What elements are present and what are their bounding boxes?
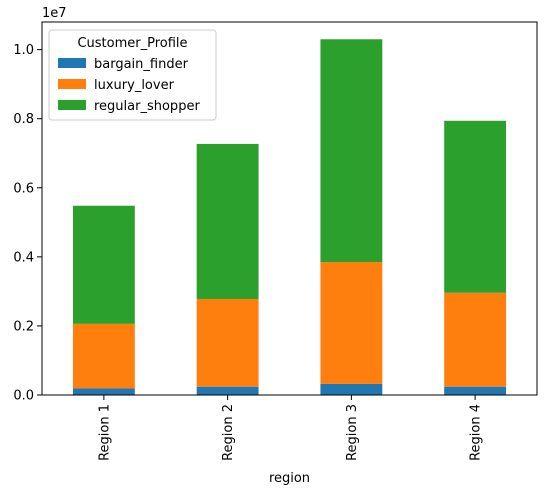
legend-box bbox=[48, 29, 217, 121]
y-tick-label: 0.4 bbox=[13, 250, 34, 265]
x-tick-label: Region 2 bbox=[221, 404, 236, 461]
bar-bargain_finder-3 bbox=[320, 383, 383, 395]
x-tick-label: Region 3 bbox=[345, 404, 360, 461]
x-tick-label: Region 1 bbox=[97, 404, 112, 461]
bars-layer bbox=[72, 39, 507, 395]
legend-swatch-regular_shopper bbox=[58, 100, 86, 110]
bar-luxury_lover-3 bbox=[320, 262, 383, 384]
bar-regular_shopper-2 bbox=[196, 143, 259, 299]
bar-luxury_lover-2 bbox=[196, 298, 259, 387]
bar-bargain_finder-1 bbox=[72, 388, 135, 395]
y-offset-label: 1e7 bbox=[42, 6, 67, 21]
legend-swatch-luxury_lover bbox=[58, 79, 86, 89]
legend-title: Customer_Profile bbox=[77, 36, 187, 51]
y-tick-label: 0.0 bbox=[13, 389, 34, 404]
bar-bargain_finder-2 bbox=[196, 386, 259, 395]
y-tick-label: 1.0 bbox=[13, 43, 34, 58]
y-axis: 0.0 0.2 0.4 0.6 0.8 1.0 bbox=[13, 43, 42, 404]
y-tick-label: 0.8 bbox=[13, 112, 34, 127]
legend-swatch-bargain_finder bbox=[58, 58, 86, 68]
bar-regular_shopper-1 bbox=[72, 205, 135, 324]
legend-label-luxury_lover: luxury_lover bbox=[94, 78, 175, 93]
x-axis: Region 1 Region 2 Region 3 Region 4 bbox=[97, 395, 484, 461]
bar-luxury_lover-1 bbox=[72, 323, 135, 389]
legend-label-regular_shopper: regular_shopper bbox=[94, 99, 200, 114]
x-axis-title: region bbox=[269, 471, 310, 486]
bar-regular_shopper-4 bbox=[444, 120, 507, 293]
legend: Customer_Profile bargain_finder luxury_lo… bbox=[48, 29, 217, 121]
legend-label-bargain_finder: bargain_finder bbox=[94, 57, 189, 72]
y-tick-label: 0.2 bbox=[13, 319, 34, 334]
bar-regular_shopper-3 bbox=[320, 39, 383, 263]
axes-frame bbox=[41, 21, 538, 396]
x-tick-label: Region 4 bbox=[469, 404, 484, 461]
y-tick-label: 0.6 bbox=[13, 181, 34, 196]
bar-bargain_finder-4 bbox=[444, 386, 507, 395]
bar-luxury_lover-4 bbox=[444, 292, 507, 387]
